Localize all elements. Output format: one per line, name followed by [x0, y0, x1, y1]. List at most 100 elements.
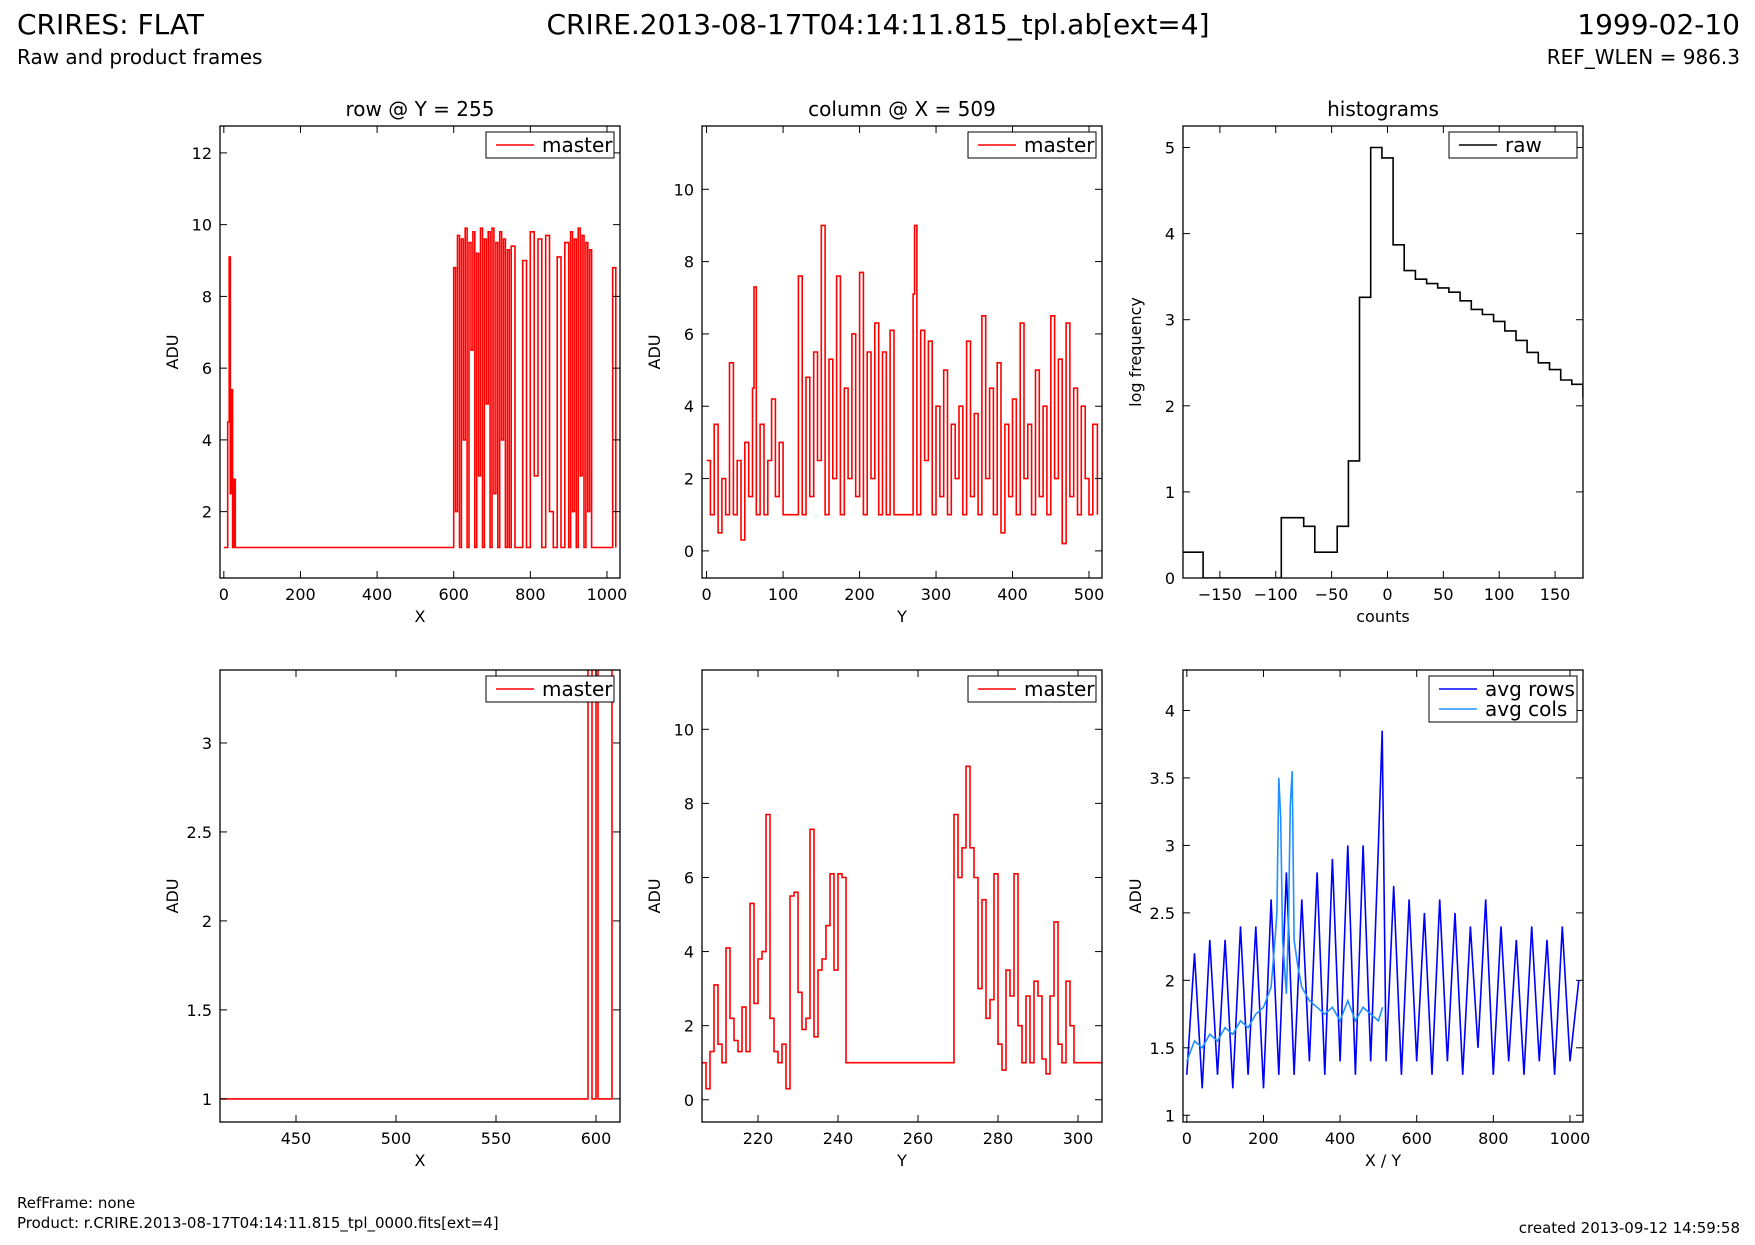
figure-title-right: 1999-02-10 — [1577, 8, 1740, 41]
x-tick-label: 800 — [1478, 1129, 1509, 1148]
legend-label: avg cols — [1485, 697, 1567, 721]
x-axis-label: X — [415, 1151, 426, 1170]
footer-created: created 2013-09-12 14:59:58 — [1518, 1219, 1740, 1237]
y-tick-label: 5 — [1165, 139, 1175, 158]
x-tick-label: 800 — [515, 585, 546, 604]
x-tick-label: 50 — [1433, 585, 1453, 604]
plot-frame — [701, 125, 1103, 579]
x-tick-label: 150 — [1540, 585, 1571, 604]
x-tick-label: 100 — [1484, 585, 1515, 604]
chart-panel-averages: 0 200 400 600 800 1000 1 1.5 2 2.5 3 3.5 4 X / Y ADU av… — [1126, 669, 1591, 1170]
x-tick-label: 200 — [1248, 1129, 1279, 1148]
x-tick-label: −150 — [1198, 585, 1242, 604]
plot-frame — [701, 669, 1103, 1123]
chart-title: histograms — [1327, 97, 1439, 121]
plot-frame — [1182, 125, 1584, 579]
plot-frame — [219, 125, 621, 579]
x-tick-label: 1000 — [1550, 1129, 1591, 1148]
y-tick-label: 2.5 — [187, 823, 212, 842]
x-axis-label: X — [415, 607, 426, 626]
legend: master — [485, 675, 615, 703]
x-tick-label: 300 — [921, 585, 952, 604]
x-axis-label: Y — [896, 607, 907, 626]
x-tick-label: −50 — [1315, 585, 1349, 604]
plot-frame — [1182, 669, 1584, 1123]
chart-panel-column-zoom: 220 240 260 280 300 0 2 4 6 8 10 Y ADU master — [645, 669, 1103, 1170]
y-tick-label: 2 — [1165, 971, 1175, 990]
y-tick-label: 2 — [1165, 397, 1175, 416]
legend: master — [485, 131, 615, 159]
x-tick-label: 0 — [219, 585, 229, 604]
x-tick-label: 400 — [362, 585, 393, 604]
x-tick-label: 0 — [701, 585, 711, 604]
y-axis-label: ADU — [645, 335, 664, 370]
y-tick-label: 4 — [1165, 225, 1175, 244]
x-tick-label: 600 — [1401, 1129, 1432, 1148]
legend-label: raw — [1505, 133, 1542, 157]
x-tick-label: 600 — [581, 1129, 612, 1148]
y-tick-label: 10 — [192, 216, 212, 235]
figure-subtitle-left: Raw and product frames — [17, 45, 263, 69]
y-tick-label: 4 — [1165, 701, 1175, 720]
footer-product: Product: r.CRIRE.2013-08-17T04:14:11.815… — [17, 1214, 499, 1232]
y-tick-label: 1.5 — [187, 1001, 212, 1020]
y-tick-label: 2 — [684, 1017, 694, 1036]
x-tick-label: −100 — [1254, 585, 1298, 604]
y-tick-label: 0 — [684, 542, 694, 561]
series-line-master — [706, 224, 1099, 545]
figure-title-center: CRIRE.2013-08-17T04:14:11.815_tpl.ab[ext… — [546, 8, 1210, 41]
x-tick-label: 100 — [768, 585, 799, 604]
x-tick-label: 0 — [1182, 1129, 1192, 1148]
footer-ref-frame: RefFrame: none — [17, 1194, 136, 1212]
x-tick-label: 220 — [743, 1129, 774, 1148]
x-tick-label: 400 — [1325, 1129, 1356, 1148]
chart-panel-row: 0 200 400 600 800 1000 2 4 6 8 10 12 row @ Y = 255 X A… — [163, 97, 627, 626]
y-tick-label: 0 — [1165, 569, 1175, 588]
y-axis-label: ADU — [163, 879, 182, 914]
y-tick-label: 8 — [684, 794, 694, 813]
chart-title: column @ X = 509 — [808, 97, 996, 121]
x-tick-label: 1000 — [587, 585, 628, 604]
plot-frame — [219, 669, 621, 1123]
chart-title: row @ Y = 255 — [346, 97, 495, 121]
legend-label: master — [1024, 133, 1095, 157]
y-tick-label: 4 — [684, 943, 694, 962]
y-axis-label: ADU — [163, 335, 182, 370]
y-tick-label: 1 — [202, 1090, 212, 1109]
series-line-raw — [1183, 146, 1583, 578]
y-axis-label: ADU — [645, 879, 664, 914]
x-tick-label: 550 — [481, 1129, 512, 1148]
y-tick-label: 1 — [1165, 1106, 1175, 1125]
legend-box — [1428, 675, 1578, 723]
x-tick-label: 200 — [844, 585, 875, 604]
y-tick-label: 3.5 — [1150, 769, 1175, 788]
y-tick-label: 8 — [202, 287, 212, 306]
y-tick-label: 0 — [684, 1091, 694, 1110]
x-tick-label: 280 — [983, 1129, 1014, 1148]
chart-panel-column: 0 100 200 300 400 500 0 2 4 6 8 10 column @ X = 509 Y… — [645, 97, 1104, 626]
x-tick-label: 600 — [438, 585, 469, 604]
series-line-avg-rows — [1186, 730, 1580, 1089]
y-tick-label: 2 — [684, 470, 694, 489]
legend: master — [967, 131, 1097, 159]
x-tick-label: 450 — [281, 1129, 312, 1148]
chart-panel-histograms: −150 −100 −50 0 50 100 150 0 1 2 3 4 5 histograms coun… — [1126, 97, 1584, 626]
y-tick-label: 6 — [684, 325, 694, 344]
x-tick-label: 200 — [285, 585, 316, 604]
figure-title-left: CRIRES: FLAT — [17, 8, 204, 41]
x-tick-label: 400 — [997, 585, 1028, 604]
y-tick-label: 1.5 — [1150, 1039, 1175, 1058]
y-tick-label: 3 — [1165, 836, 1175, 855]
y-tick-label: 12 — [192, 144, 212, 163]
y-tick-label: 2 — [202, 503, 212, 522]
x-axis-label: counts — [1356, 607, 1409, 626]
y-tick-label: 10 — [674, 720, 694, 739]
y-tick-label: 2.5 — [1150, 904, 1175, 923]
y-axis-label: log frequency — [1126, 297, 1145, 407]
y-tick-label: 6 — [684, 868, 694, 887]
x-tick-label: 500 — [381, 1129, 412, 1148]
y-tick-label: 8 — [684, 253, 694, 272]
x-tick-label: 500 — [1074, 585, 1105, 604]
legend: master — [967, 675, 1097, 703]
